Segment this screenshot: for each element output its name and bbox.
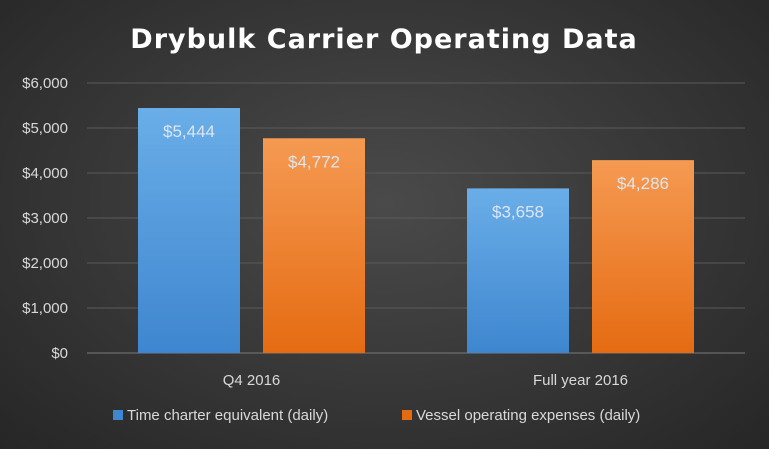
- data-labels: $5,444 $4,772 $3,658 $4,286: [163, 122, 669, 221]
- category-label: Q4 2016: [223, 372, 281, 389]
- category-label: Full year 2016: [533, 372, 628, 389]
- y-tick-label: $5,000: [22, 120, 68, 137]
- legend-label: Time charter equivalent (daily): [127, 407, 328, 424]
- x-axis-categories: Q4 2016 Full year 2016: [223, 372, 628, 389]
- y-tick-label: $0: [51, 345, 68, 362]
- y-axis-ticks: $0 $1,000 $2,000 $3,000 $4,000 $5,000 $6,000: [22, 75, 68, 362]
- legend-swatch: [402, 410, 412, 420]
- bar: [263, 138, 365, 353]
- y-tick-label: $1,000: [22, 300, 68, 317]
- data-label: $4,772: [288, 152, 340, 171]
- bars: [138, 108, 694, 354]
- y-tick-label: $4,000: [22, 165, 68, 182]
- legend-swatch: [113, 410, 123, 420]
- y-tick-label: $6,000: [22, 75, 68, 92]
- bar: [138, 108, 240, 354]
- data-label: $5,444: [163, 122, 215, 141]
- chart-title: Drybulk Carrier Operating Data: [130, 24, 637, 55]
- data-label: $4,286: [617, 174, 669, 193]
- legend-label: Vessel operating expenses (daily): [416, 407, 640, 424]
- bar: [467, 188, 569, 353]
- y-tick-label: $2,000: [22, 255, 68, 272]
- data-label: $3,658: [492, 202, 544, 221]
- y-tick-label: $3,000: [22, 210, 68, 227]
- legend: Time charter equivalent (daily) Vessel op…: [113, 407, 640, 424]
- bar: [592, 160, 694, 353]
